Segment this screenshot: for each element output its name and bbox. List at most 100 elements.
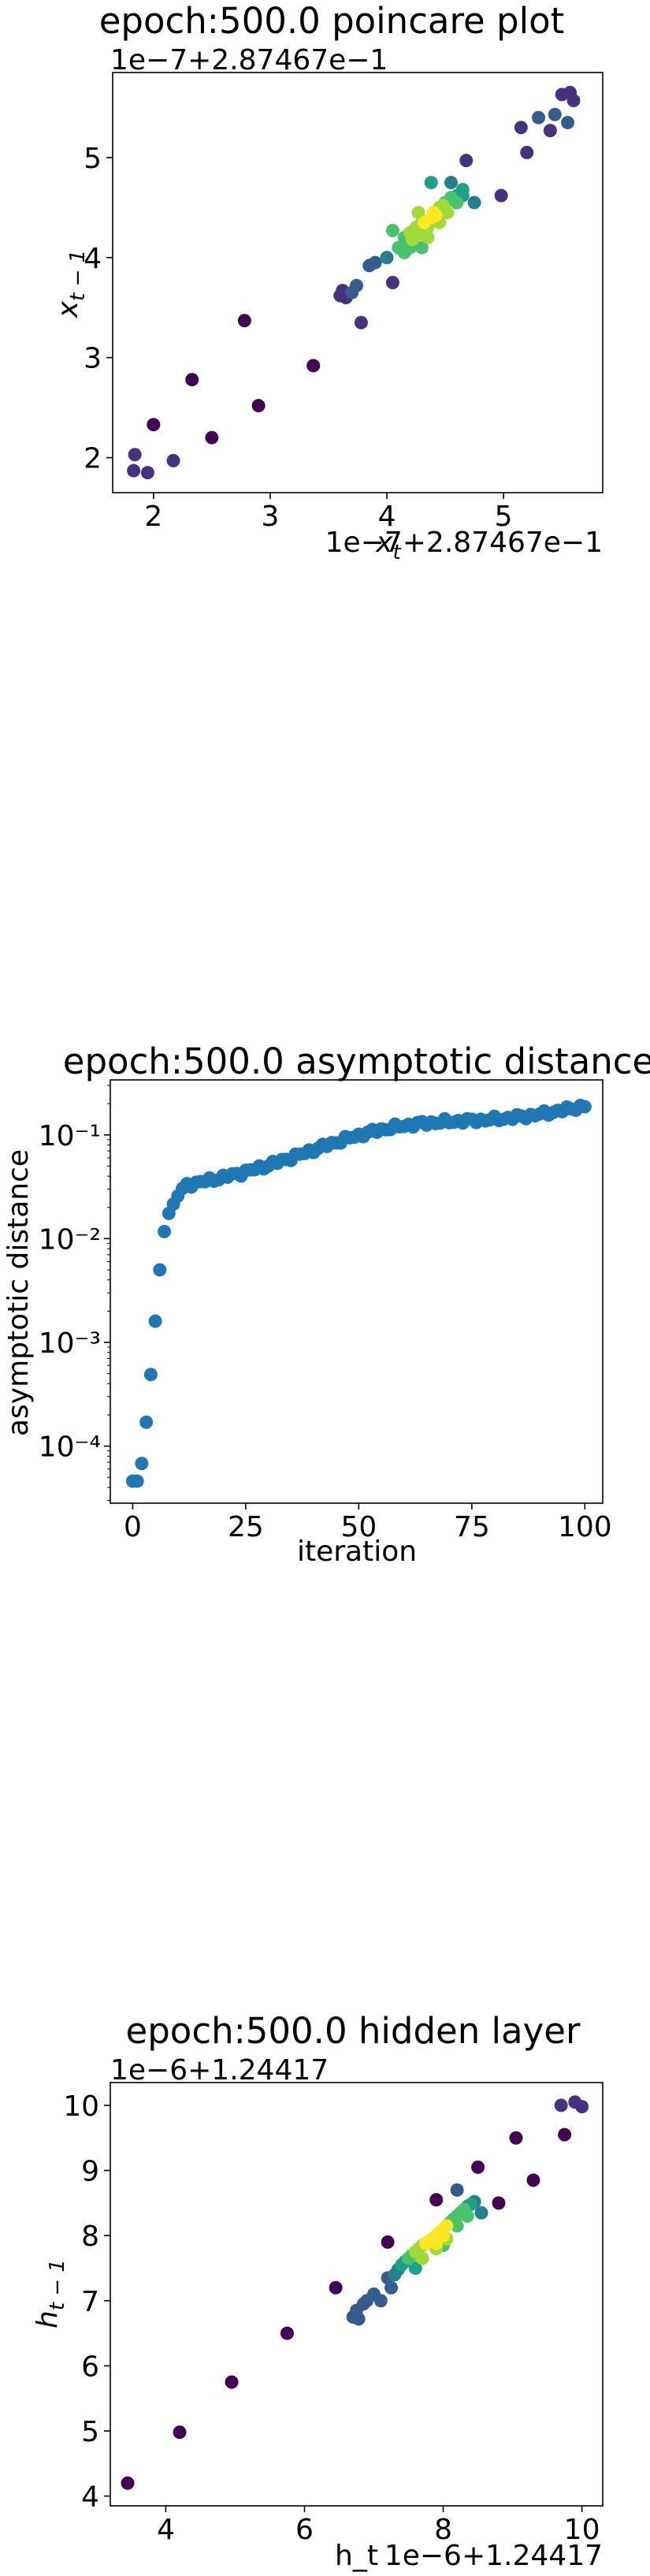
hidden-x-tick-label: 8 bbox=[434, 2514, 452, 2546]
asymptotic-x-tick-label: 0 bbox=[124, 1511, 142, 1543]
hidden-point bbox=[381, 2235, 395, 2249]
hidden-point bbox=[351, 2312, 366, 2326]
hidden-y-label: ht − 1 bbox=[32, 2259, 69, 2328]
asymptotic-x-tick-label: 75 bbox=[454, 1511, 490, 1543]
poincare-point bbox=[385, 276, 399, 289]
hidden-axes-frame bbox=[110, 2082, 604, 2507]
hidden-point bbox=[492, 2196, 506, 2210]
poincare-x-tick-label: 3 bbox=[261, 501, 279, 533]
poincare-point bbox=[532, 110, 546, 125]
poincare-x-tick-label: 5 bbox=[495, 501, 513, 533]
hidden-y-tick-label: 9 bbox=[81, 2156, 99, 2188]
poincare-point bbox=[520, 146, 534, 160]
poincare-point bbox=[166, 453, 180, 467]
poincare-point bbox=[459, 154, 474, 168]
poincare-point bbox=[543, 124, 557, 138]
asymptotic-y-tick-label: 10⁻⁴ bbox=[39, 1431, 101, 1464]
asymptotic-x-tick-label: 100 bbox=[558, 1511, 612, 1543]
poincare-point bbox=[411, 206, 425, 220]
hidden-point bbox=[415, 2251, 429, 2265]
poincare-point bbox=[566, 94, 581, 108]
asymptotic-x-tick-label: 25 bbox=[228, 1511, 264, 1543]
poincare-y-tick-label: 5 bbox=[84, 143, 102, 175]
hidden-point bbox=[554, 2098, 568, 2113]
poincare-point bbox=[385, 224, 399, 238]
hidden-point bbox=[509, 2131, 523, 2145]
hidden-x-offset: 1e−6+1.24417 bbox=[384, 2540, 603, 2572]
asymptotic-points bbox=[125, 1098, 592, 1488]
hidden-chart: epoch:500.0 hidden layer 1e−6+1.24417 4 6… bbox=[32, 2010, 604, 2572]
asymptotic-chart: epoch:500.0 asymptotic distance 0 25 50 75 1… bbox=[2, 1040, 650, 1568]
hidden-point bbox=[474, 2206, 488, 2220]
hidden-point bbox=[558, 2127, 572, 2142]
poincare-point bbox=[514, 121, 528, 135]
asymptotic-point bbox=[158, 1224, 172, 1238]
poincare-point bbox=[127, 463, 141, 478]
asymptotic-point bbox=[139, 1415, 154, 1429]
poincare-chart: epoch:500.0 poincare plot 1e−7+2.87467e−… bbox=[52, 0, 604, 564]
poincare-point bbox=[494, 188, 508, 203]
poincare-point bbox=[397, 245, 411, 259]
hidden-point bbox=[429, 2193, 444, 2207]
poincare-point bbox=[440, 206, 455, 220]
hidden-ticks: 4 6 8 10 4 5 6 7 8 9 10 bbox=[63, 2090, 600, 2546]
hidden-point bbox=[280, 2326, 294, 2340]
hidden-y-offset: 1e−6+1.24417 bbox=[110, 2054, 329, 2086]
poincare-point bbox=[444, 176, 458, 190]
asymptotic-x-label: iteration bbox=[297, 1536, 417, 1568]
hidden-y-tick-label: 5 bbox=[81, 2416, 99, 2448]
poincare-point bbox=[185, 373, 199, 387]
poincare-point bbox=[205, 430, 219, 445]
hidden-y-tick-label: 8 bbox=[81, 2220, 99, 2253]
poincare-point bbox=[467, 195, 481, 210]
asymptotic-y-tick-label: 10⁻² bbox=[39, 1223, 101, 1256]
asymptotic-axes-frame bbox=[110, 1079, 604, 1504]
poincare-y-tick-label: 4 bbox=[84, 243, 102, 275]
asymptotic-point bbox=[143, 1368, 158, 1382]
asymptotic-title: epoch:500.0 asymptotic distance bbox=[63, 1040, 650, 1082]
hidden-point bbox=[436, 2228, 451, 2243]
poincare-point bbox=[368, 255, 382, 270]
asymptotic-ticks: 0 25 50 75 100 10⁻⁴ 10⁻³ 10⁻² 10⁻¹ bbox=[39, 1085, 612, 1543]
poincare-point bbox=[128, 448, 142, 462]
poincare-point bbox=[350, 278, 364, 292]
hidden-points bbox=[121, 2095, 589, 2490]
poincare-x-offset: 1e−7+2.87467e−1 bbox=[325, 527, 603, 559]
hidden-x-tick-label: 4 bbox=[157, 2514, 175, 2546]
hidden-point bbox=[408, 2261, 422, 2275]
asymptotic-y-label: asymptotic distance bbox=[2, 1149, 35, 1436]
hidden-point bbox=[471, 2160, 485, 2174]
poincare-x-tick-label: 2 bbox=[144, 501, 162, 533]
poincare-point bbox=[409, 229, 423, 243]
hidden-point bbox=[575, 2100, 589, 2114]
hidden-point bbox=[225, 2375, 239, 2389]
hidden-x-label: h_t bbox=[335, 2540, 378, 2572]
poincare-x-tick-label: 4 bbox=[378, 501, 396, 533]
hidden-point bbox=[121, 2476, 135, 2490]
poincare-point bbox=[380, 251, 394, 265]
poincare-point bbox=[237, 314, 251, 328]
poincare-point bbox=[147, 418, 161, 432]
poincare-point bbox=[561, 115, 575, 129]
poincare-point bbox=[414, 240, 429, 255]
poincare-points bbox=[127, 85, 581, 480]
hidden-title: epoch:500.0 hidden layer bbox=[126, 2010, 581, 2052]
poincare-point bbox=[140, 466, 154, 480]
asymptotic-y-tick-label: 10⁻³ bbox=[39, 1327, 101, 1360]
hidden-x-tick-label: 10 bbox=[564, 2514, 600, 2546]
poincare-y-tick-label: 3 bbox=[84, 343, 102, 375]
hidden-point bbox=[329, 2280, 343, 2295]
asymptotic-point bbox=[148, 1314, 162, 1328]
poincare-ticks: 2 3 4 5 2 3 4 5 bbox=[84, 143, 512, 533]
hidden-y-tick-label: 10 bbox=[63, 2090, 99, 2123]
hidden-point bbox=[526, 2173, 540, 2187]
asymptotic-point bbox=[135, 1457, 149, 1471]
asymptotic-x-tick-label: 50 bbox=[340, 1511, 377, 1543]
poincare-point bbox=[251, 399, 266, 413]
hidden-point bbox=[384, 2280, 399, 2295]
hidden-point bbox=[173, 2425, 187, 2440]
hidden-point bbox=[450, 2219, 464, 2233]
hidden-x-tick-label: 6 bbox=[295, 2514, 314, 2546]
poincare-y-label: xt − 1 bbox=[52, 250, 90, 318]
